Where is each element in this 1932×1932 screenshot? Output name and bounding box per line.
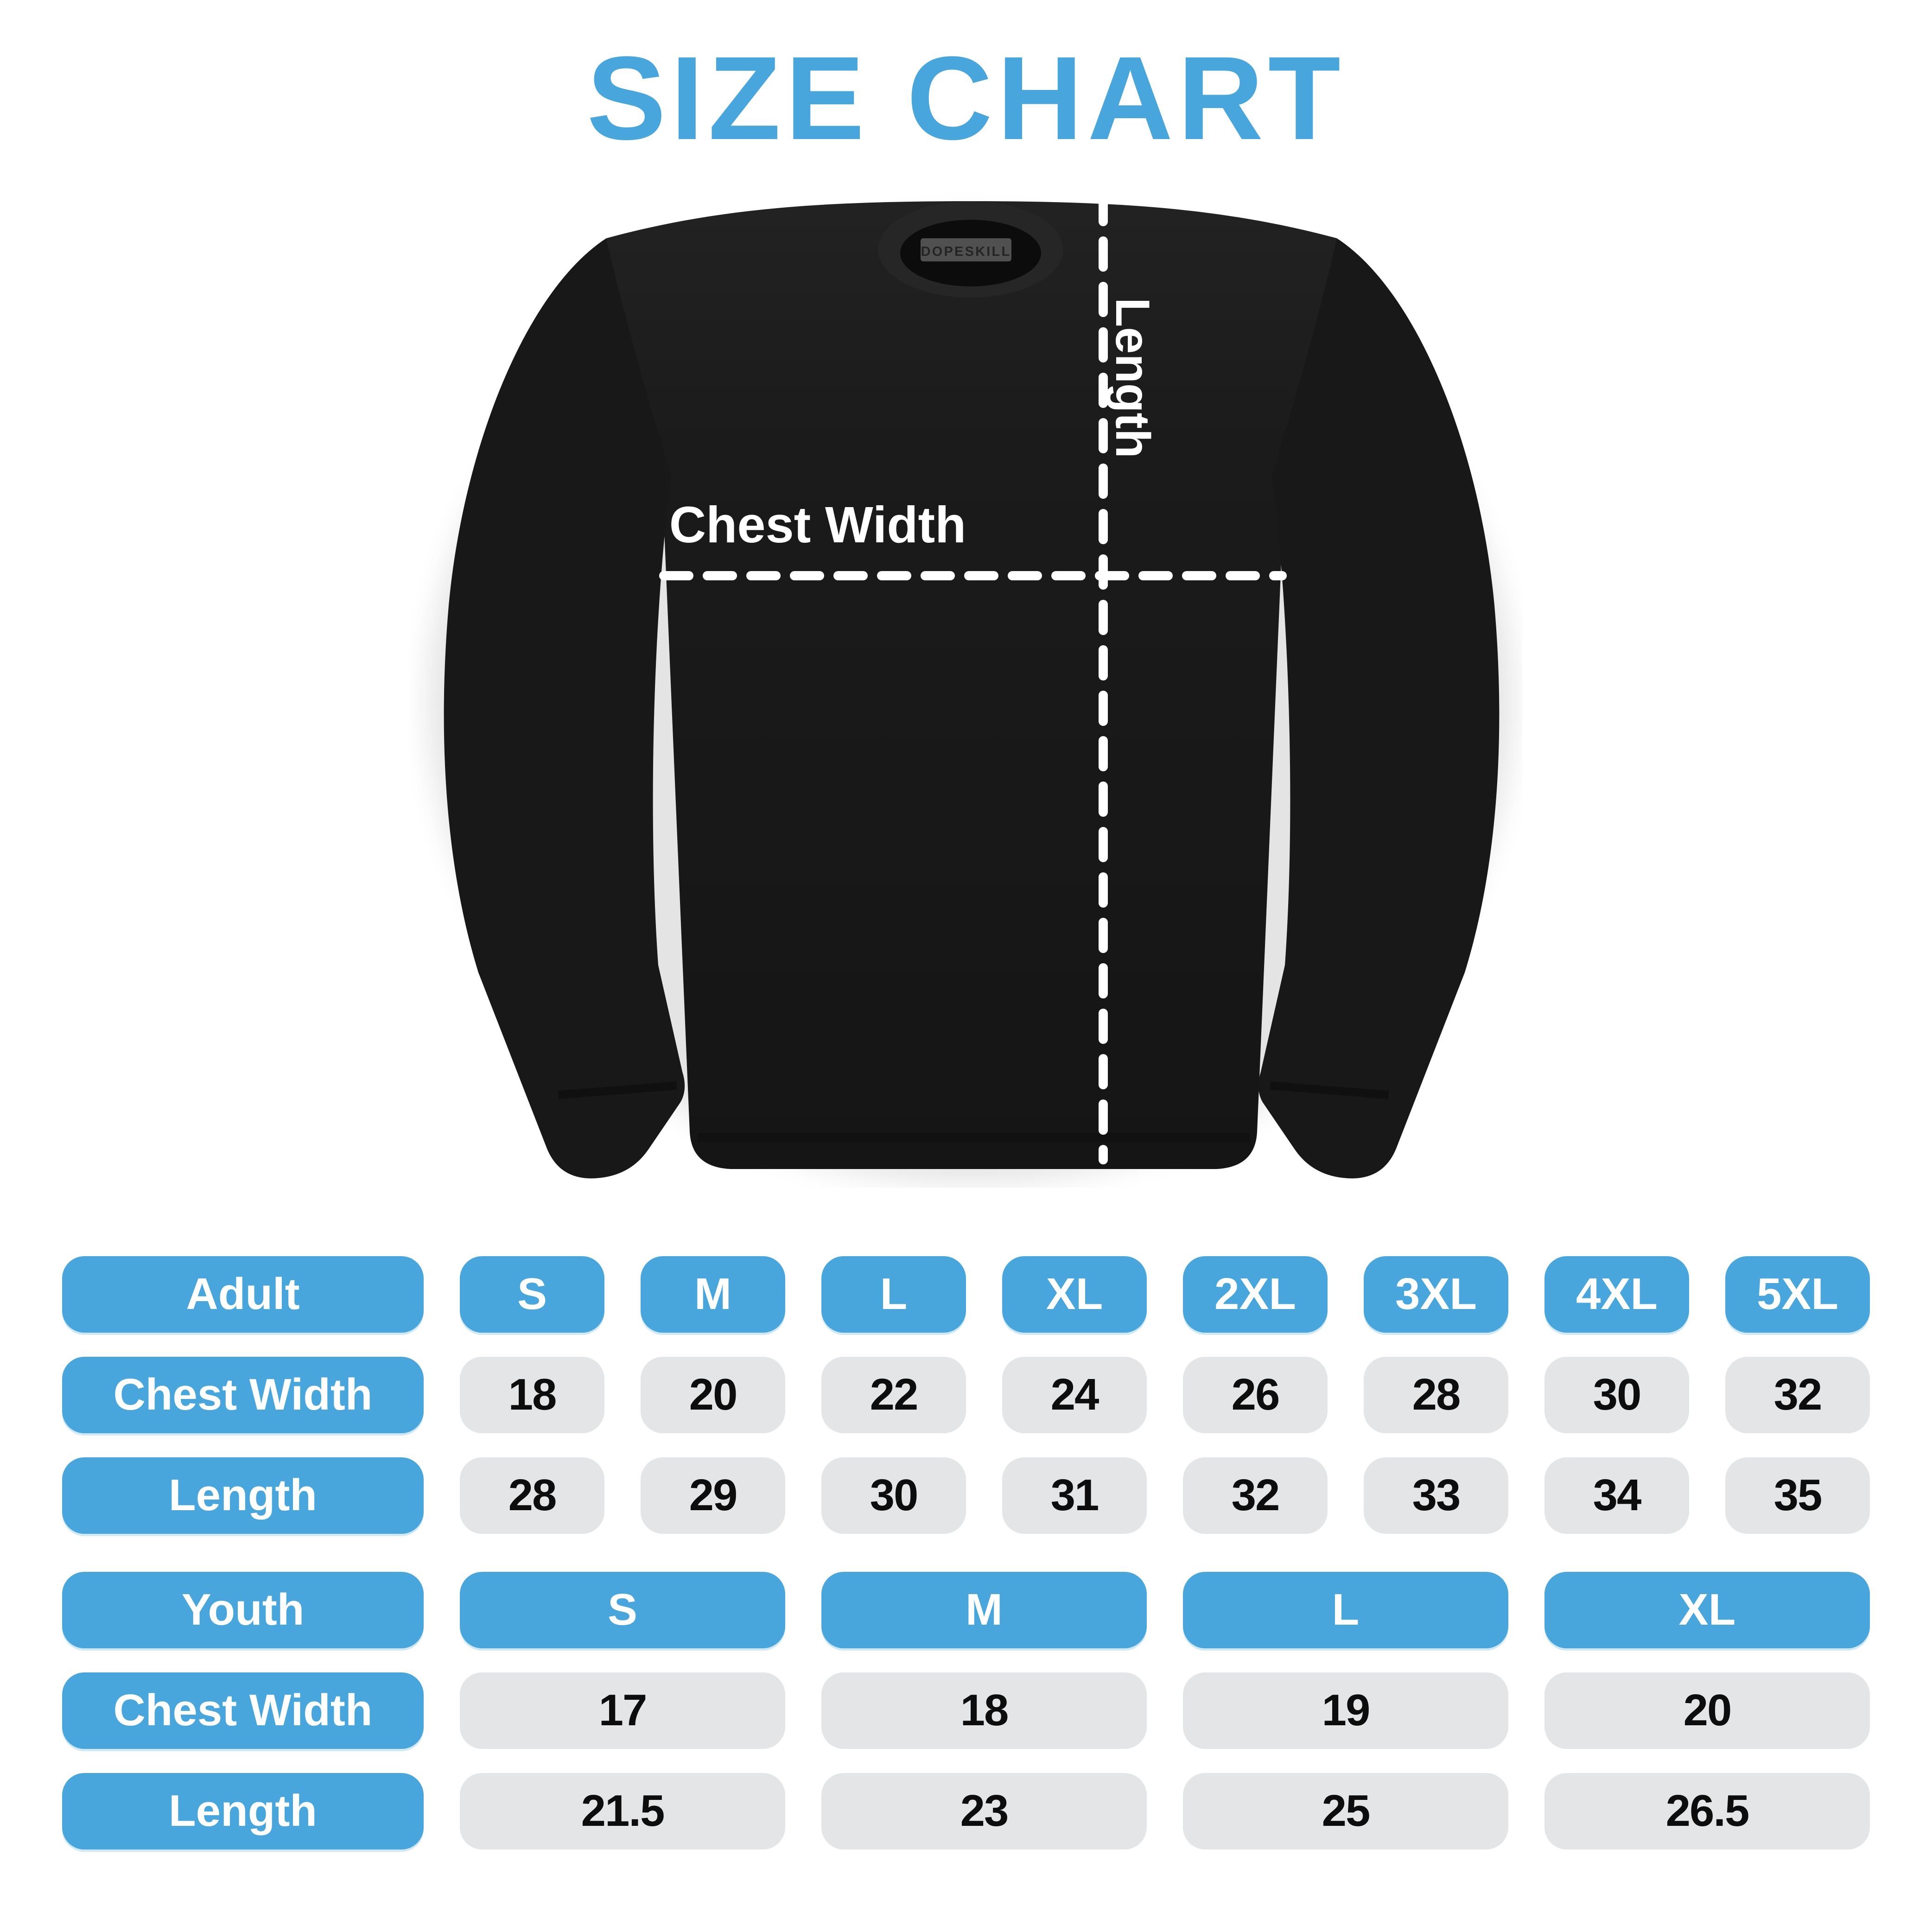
shirt-diagram: DOPESKILL Chest Width Length — [410, 168, 1522, 1188]
length-label: Length — [1106, 298, 1159, 458]
adult-size-header: 3XL — [1364, 1256, 1508, 1333]
adult-chest-value: 22 — [821, 1356, 966, 1433]
youth-table-title-pill: Youth — [62, 1571, 424, 1648]
chest-width-label: Chest Width — [669, 496, 966, 553]
adult-size-header: S — [460, 1256, 604, 1333]
shirt-sleeve-left — [444, 238, 685, 1178]
adult-chest-value: 30 — [1544, 1356, 1689, 1433]
adult-chest-value: 20 — [641, 1356, 785, 1433]
brand-label: DOPESKILL — [921, 238, 1011, 261]
adult-size-header: 5XL — [1725, 1256, 1870, 1333]
adult-chest-value: 18 — [460, 1356, 604, 1433]
youth-length-value: 26.5 — [1544, 1773, 1870, 1849]
youth-chest-value: 20 — [1544, 1672, 1870, 1749]
adult-table: Adult S M L XL 2XL 3XL 4XL 5XL Chest Wid… — [62, 1256, 1870, 1534]
youth-chest-value: 19 — [1183, 1672, 1508, 1749]
shirt-sleeve-right — [1258, 238, 1500, 1178]
youth-size-header: M — [821, 1571, 1147, 1648]
shirt-body — [606, 201, 1337, 1169]
adult-length-value: 31 — [1002, 1457, 1147, 1534]
adult-length-value: 35 — [1725, 1457, 1870, 1534]
youth-size-header: XL — [1544, 1571, 1870, 1648]
adult-chest-value: 24 — [1002, 1356, 1147, 1433]
adult-size-header: 2XL — [1183, 1256, 1328, 1333]
youth-length-value: 23 — [821, 1773, 1147, 1849]
adult-length-value: 30 — [821, 1457, 966, 1534]
youth-row-label: Length — [62, 1773, 424, 1849]
youth-table: Youth S M L XL Chest Width 17 18 19 20 L… — [62, 1571, 1870, 1849]
shirt-cuff-right — [1270, 1081, 1389, 1099]
adult-row-label: Length — [62, 1457, 424, 1534]
youth-chest-value: 17 — [460, 1672, 785, 1749]
adult-length-value: 32 — [1183, 1457, 1328, 1534]
adult-size-header: XL — [1002, 1256, 1147, 1333]
adult-chest-value: 32 — [1725, 1356, 1870, 1433]
brand-label-text: DOPESKILL — [921, 244, 1011, 259]
youth-row-label: Chest Width — [62, 1672, 424, 1749]
adult-row-label: Chest Width — [62, 1356, 424, 1433]
youth-chest-value: 18 — [821, 1672, 1147, 1749]
youth-length-value: 21.5 — [460, 1773, 785, 1849]
adult-length-value: 34 — [1544, 1457, 1689, 1534]
adult-size-header: M — [641, 1256, 785, 1333]
youth-size-header: L — [1183, 1571, 1508, 1648]
adult-chest-value: 26 — [1183, 1356, 1328, 1433]
adult-size-header: L — [821, 1256, 966, 1333]
youth-length-value: 25 — [1183, 1773, 1508, 1849]
adult-table-title-pill: Adult — [62, 1256, 424, 1333]
shirt-cuff-left — [558, 1081, 677, 1099]
adult-chest-value: 28 — [1364, 1356, 1508, 1433]
youth-size-header: S — [460, 1571, 785, 1648]
page-title: SIZE CHART — [587, 32, 1345, 165]
adult-size-header: 4XL — [1544, 1256, 1689, 1333]
adult-length-value: 33 — [1364, 1457, 1508, 1534]
adult-length-value: 28 — [460, 1457, 604, 1534]
shirt-illustration: DOPESKILL Chest Width Length — [428, 191, 1513, 1183]
adult-length-value: 29 — [641, 1457, 785, 1534]
